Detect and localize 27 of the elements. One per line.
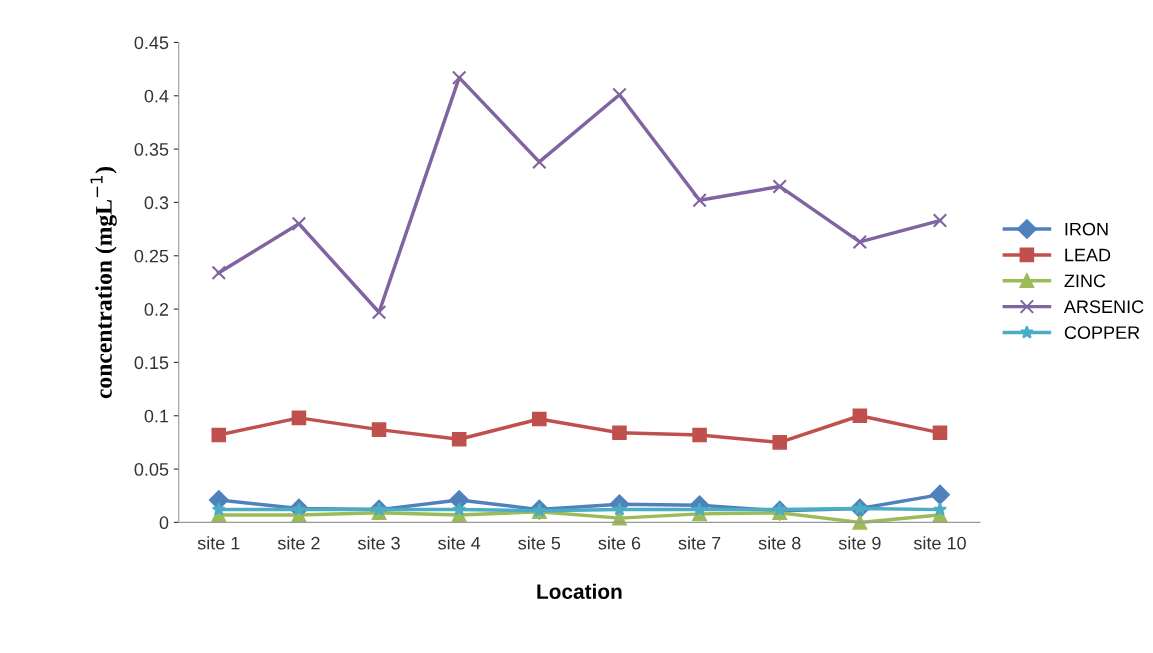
legend-label: ARSENIC	[1063, 300, 1144, 314]
x-tick-label: site 7	[678, 536, 721, 550]
x-tick-label: site 5	[518, 536, 561, 550]
legend-label: LEAD	[1065, 248, 1111, 262]
x-tick-label: site 1	[197, 536, 240, 550]
y-tick-label: 0.45	[134, 36, 169, 50]
legend-label: IRON	[1065, 222, 1108, 236]
x-tick-label: site 9	[838, 536, 881, 550]
y-tick-label: 0.1	[144, 409, 169, 423]
x-tick-label: site 4	[438, 536, 481, 550]
x-axis-title: Location	[537, 583, 622, 599]
x-tick-label: site 6	[598, 536, 641, 550]
legend-label: ZINC	[1064, 274, 1106, 288]
y-tick-label: 0.15	[134, 356, 169, 370]
y-tick-label: 0.2	[144, 303, 169, 316]
y-tick-label: 0.3	[144, 196, 169, 210]
y-tick-label: 0.25	[134, 249, 169, 263]
y-axis-title: concentration (mgL$^{−1}$)	[90, 167, 117, 399]
y-tick-label: 0.35	[134, 143, 169, 156]
y-tick-label: 0	[159, 516, 169, 530]
x-tick-label: site 3	[357, 536, 400, 550]
x-tick-label: site 2	[277, 536, 320, 550]
x-tick-label: site 8	[758, 536, 801, 550]
y-tick-label: 0.4	[144, 89, 169, 103]
y-tick-label: 0.05	[134, 463, 169, 476]
x-tick-label: site 10	[913, 536, 966, 550]
legend-label: COPPER	[1064, 326, 1140, 339]
